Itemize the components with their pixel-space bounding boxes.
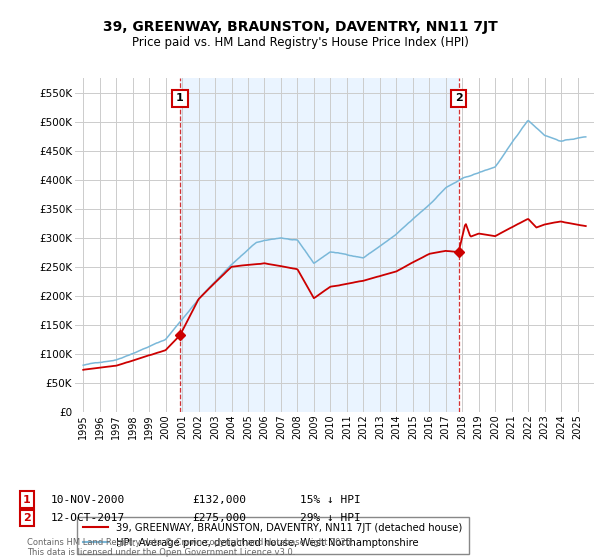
Text: 10-NOV-2000: 10-NOV-2000 [51, 494, 125, 505]
Text: 39, GREENWAY, BRAUNSTON, DAVENTRY, NN11 7JT: 39, GREENWAY, BRAUNSTON, DAVENTRY, NN11 … [103, 20, 497, 34]
Text: 12-OCT-2017: 12-OCT-2017 [51, 513, 125, 523]
Text: 1: 1 [23, 494, 31, 505]
Text: Price paid vs. HM Land Registry's House Price Index (HPI): Price paid vs. HM Land Registry's House … [131, 36, 469, 49]
Text: 29% ↓ HPI: 29% ↓ HPI [300, 513, 361, 523]
Text: 2: 2 [455, 94, 463, 104]
Text: Contains HM Land Registry data © Crown copyright and database right 2025.
This d: Contains HM Land Registry data © Crown c… [27, 538, 353, 557]
Text: 2: 2 [23, 513, 31, 523]
Text: 1: 1 [176, 94, 184, 104]
Bar [180, 78, 458, 412]
Text: £132,000: £132,000 [192, 494, 246, 505]
Legend: 39, GREENWAY, BRAUNSTON, DAVENTRY, NN11 7JT (detached house), HPI: Average price: 39, GREENWAY, BRAUNSTON, DAVENTRY, NN11 … [77, 516, 469, 553]
Text: 15% ↓ HPI: 15% ↓ HPI [300, 494, 361, 505]
Text: £275,000: £275,000 [192, 513, 246, 523]
